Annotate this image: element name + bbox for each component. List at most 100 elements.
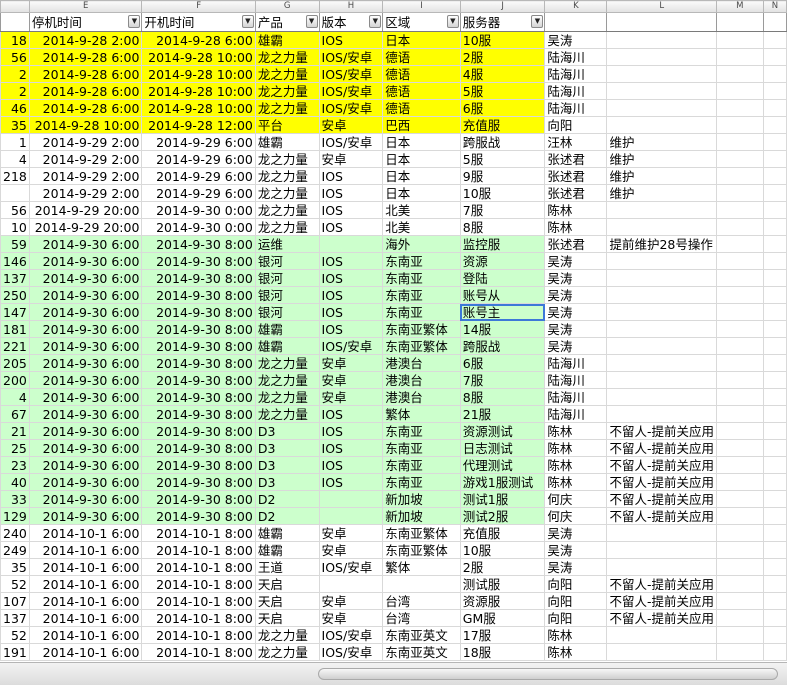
horizontal-scrollbar[interactable]	[0, 662, 787, 685]
table-cell[interactable]: 2014-9-28 6:00	[141, 31, 256, 49]
table-cell[interactable]: 银河	[254, 286, 320, 304]
table-cell[interactable]: 2014-10-1 8:00	[141, 592, 256, 610]
column-letter-header[interactable]: J	[459, 0, 546, 13]
table-cell[interactable]: 陈林	[544, 456, 608, 474]
table-cell[interactable]	[762, 116, 787, 134]
table-cell[interactable]: 2014-9-30 6:00	[28, 490, 143, 508]
table-cell[interactable]: 2014-9-30 8:00	[141, 405, 256, 423]
filter-header-cell[interactable]: 开机时间 ▼	[141, 12, 256, 32]
table-cell[interactable]: 2014-9-29 2:00	[28, 184, 143, 202]
table-cell[interactable]	[762, 65, 787, 83]
table-cell[interactable]: 张述君	[544, 150, 608, 168]
table-cell[interactable]	[762, 31, 787, 49]
table-cell[interactable]: 雄霸	[254, 31, 320, 49]
table-cell[interactable]: D3	[254, 422, 320, 440]
table-cell[interactable]: 繁体	[382, 558, 461, 576]
table-cell[interactable]: 181	[0, 320, 30, 338]
table-cell[interactable]: GM服	[459, 609, 546, 627]
table-cell[interactable]: 东南亚英文	[382, 643, 461, 661]
table-cell[interactable]: 陆海川	[544, 99, 608, 117]
table-cell[interactable]: 2014-9-30 8:00	[141, 320, 256, 338]
column-letter-header[interactable]: N	[762, 0, 787, 13]
table-cell[interactable]: 2014-10-1 8:00	[141, 626, 256, 644]
column-letter-header[interactable]: I	[382, 0, 461, 13]
table-cell[interactable]: 龙之力量	[254, 643, 320, 661]
table-cell[interactable]: 陈林	[544, 626, 608, 644]
dropdown-arrow-icon[interactable]: ▼	[446, 15, 459, 28]
column-letter-header[interactable]: K	[544, 0, 608, 13]
table-cell[interactable]: 2014-10-1 8:00	[141, 609, 256, 627]
table-cell[interactable]: 维护	[606, 133, 717, 151]
table-cell[interactable]: 9服	[459, 167, 546, 185]
table-cell[interactable]: 10服	[459, 184, 546, 202]
table-cell[interactable]: 250	[0, 286, 30, 304]
table-cell[interactable]: 33	[0, 490, 30, 508]
table-cell[interactable]: 107	[0, 592, 30, 610]
table-cell[interactable]: 陈林	[544, 473, 608, 491]
table-cell[interactable]: 龙之力量	[254, 354, 320, 372]
table-cell[interactable]: 王道	[254, 558, 320, 576]
table-cell[interactable]: 2014-9-28 6:00	[28, 48, 143, 66]
table-cell[interactable]: 218	[0, 167, 30, 185]
table-cell[interactable]: IOS	[318, 269, 384, 287]
table-cell[interactable]: 2014-9-30 8:00	[141, 371, 256, 389]
table-cell[interactable]: IOS/安卓	[318, 626, 384, 644]
table-cell[interactable]	[762, 286, 787, 304]
dropdown-arrow-icon[interactable]: ▼	[369, 15, 382, 28]
table-cell[interactable]: 4	[0, 150, 30, 168]
table-cell[interactable]	[762, 48, 787, 66]
table-cell[interactable]: 8服	[459, 218, 546, 236]
table-cell[interactable]: 东南亚	[382, 269, 461, 287]
table-cell[interactable]	[715, 48, 764, 66]
table-cell[interactable]: 2014-9-30 6:00	[28, 456, 143, 474]
table-cell[interactable]	[606, 286, 717, 304]
table-cell[interactable]	[606, 82, 717, 100]
table-cell[interactable]: 56	[0, 48, 30, 66]
table-cell[interactable]: 35	[0, 116, 30, 134]
table-cell[interactable]: 东南亚繁体	[382, 541, 461, 559]
table-cell[interactable]: 港澳台	[382, 388, 461, 406]
table-cell[interactable]: 10服	[459, 31, 546, 49]
table-cell[interactable]: 17服	[459, 626, 546, 644]
table-cell[interactable]: 240	[0, 524, 30, 542]
table-cell[interactable]: 2014-9-30 6:00	[28, 473, 143, 491]
header-cell[interactable]	[0, 12, 30, 32]
table-cell[interactable]	[762, 218, 787, 236]
table-cell[interactable]: 维护	[606, 150, 717, 168]
table-cell[interactable]: 日本	[382, 150, 461, 168]
table-cell[interactable]: 何庆	[544, 490, 608, 508]
table-cell[interactable]: 维护	[606, 184, 717, 202]
table-cell[interactable]: 40	[0, 473, 30, 491]
table-cell[interactable]: 吴涛	[544, 303, 608, 321]
table-cell[interactable]	[715, 507, 764, 525]
table-cell[interactable]: 2014-10-1 6:00	[28, 541, 143, 559]
table-cell[interactable]: 龙之力量	[254, 626, 320, 644]
table-cell[interactable]: 2014-9-30 0:00	[141, 218, 256, 236]
table-cell[interactable]: 台湾	[382, 592, 461, 610]
table-cell[interactable]	[715, 439, 764, 457]
table-cell[interactable]: 东南亚繁体	[382, 337, 461, 355]
table-cell[interactable]: 2014-9-30 8:00	[141, 303, 256, 321]
table-cell[interactable]: 雄霸	[254, 133, 320, 151]
table-cell[interactable]	[606, 524, 717, 542]
table-cell[interactable]: 2014-9-29 6:00	[141, 167, 256, 185]
table-cell[interactable]: D3	[254, 439, 320, 457]
table-cell[interactable]: 2014-9-30 6:00	[28, 320, 143, 338]
table-cell[interactable]: 陈林	[544, 439, 608, 457]
filter-header-cell[interactable]: 停机时间 ▼	[28, 12, 143, 32]
column-letter-header[interactable]: H	[318, 0, 384, 13]
table-cell[interactable]: 日本	[382, 31, 461, 49]
table-cell[interactable]: 2014-9-30 8:00	[141, 456, 256, 474]
table-cell[interactable]	[715, 252, 764, 270]
table-cell[interactable]	[715, 456, 764, 474]
column-letter-header[interactable]	[0, 0, 30, 13]
table-cell[interactable]: 2014-9-30 8:00	[141, 235, 256, 253]
table-cell[interactable]	[762, 201, 787, 219]
table-cell[interactable]	[606, 337, 717, 355]
table-cell[interactable]: 不留人-提前关应用	[606, 473, 717, 491]
table-cell[interactable]: 2014-9-30 8:00	[141, 286, 256, 304]
table-cell[interactable]: 2014-9-28 12:00	[141, 116, 256, 134]
table-cell[interactable]: 充值服	[459, 524, 546, 542]
table-cell[interactable]: IOS	[318, 439, 384, 457]
table-cell[interactable]: 2014-9-28 6:00	[28, 65, 143, 83]
